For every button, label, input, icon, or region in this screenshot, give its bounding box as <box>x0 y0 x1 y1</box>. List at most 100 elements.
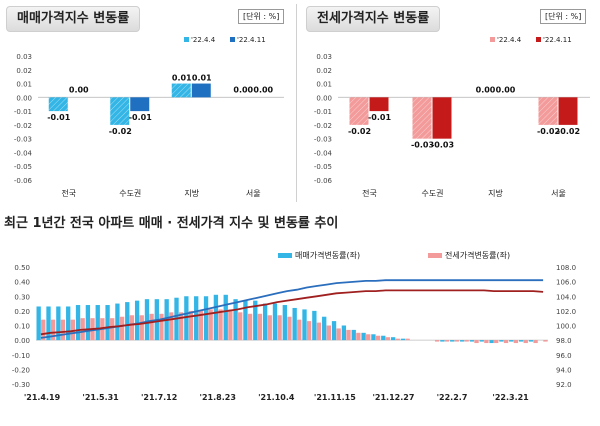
trend-left-tick: -0.30 <box>12 381 30 389</box>
trend-jeonse-bar <box>159 313 164 341</box>
trend-jeonse-bar <box>50 319 56 341</box>
trend-sale-bar <box>371 334 376 341</box>
sale-y-tick: -0.06 <box>14 177 33 185</box>
trend-sale-bar <box>282 305 287 341</box>
sale-category-label: 지방 <box>184 188 199 198</box>
trend-jeonse-bar <box>139 315 144 341</box>
trend-jeonse-bar <box>149 313 154 341</box>
sale-change-chart: 0.03 0.02 0.01 0.00 -0.01 -0.02 -0.03 -0.04 -0.0… <box>14 36 284 198</box>
trend-right-tick: 92.0 <box>556 381 572 389</box>
trend-sale-bar <box>105 305 110 341</box>
jeonse-data-label: -0.03 <box>431 141 454 150</box>
trend-sale-bar <box>341 325 347 341</box>
jeonse-y-tick: 0.00 <box>316 94 332 102</box>
sale-unit-label: [단위 : %] <box>238 9 285 24</box>
trend-panel: 최근 1년간 전국 아파트 매매 · 전세가격 지수 및 변동률 추이 0.50… <box>0 212 600 426</box>
trend-jeonse-index-line <box>40 289 544 336</box>
trend-jeonse-bar <box>356 332 361 341</box>
sale-y-tick: 0.02 <box>16 67 32 75</box>
jeonse-legend-label-2: '22.4.11 <box>543 36 572 44</box>
jeonse-data-label: 0.00 <box>496 85 516 94</box>
trend-jeonse-bar <box>119 316 125 341</box>
trend-sale-bar <box>361 332 366 341</box>
trend-jeonse-bar <box>385 337 391 341</box>
trend-left-tick: 0.40 <box>14 279 30 287</box>
jeonse-data-label: -0.03 <box>411 141 434 150</box>
trend-sale-bar <box>489 340 494 344</box>
jeonse-category-label: 서울 <box>551 189 566 198</box>
jeonse-data-label: 0.00 <box>476 85 496 94</box>
sale-y-tick: 0.01 <box>16 81 32 89</box>
sale-legend-swatch-1 <box>184 37 189 42</box>
trend-jeonse-bar <box>523 340 528 344</box>
trend-jeonse-bar <box>306 321 312 341</box>
jeonse-bar <box>558 97 578 125</box>
trend-jeonse-bar <box>208 309 213 341</box>
jeonse-data-label: -0.02 <box>348 127 371 136</box>
trend-sale-bar <box>312 310 317 341</box>
trend-jeonse-bar <box>60 319 66 341</box>
trend-jeonse-bar <box>434 340 440 342</box>
jeonse-category-label: 수도권 <box>421 188 443 198</box>
trend-jeonse-bar <box>178 312 184 341</box>
trend-jeonse-bar <box>326 325 331 341</box>
sale-y-tick: -0.04 <box>14 149 33 157</box>
trend-jeonse-bar <box>287 316 292 341</box>
trend-jeonse-bar <box>297 319 302 341</box>
sale-y-tick: 0.00 <box>16 94 32 102</box>
trend-sale-bar <box>469 340 475 342</box>
trend-jeonse-bar <box>188 310 194 341</box>
trend-jeonse-bar <box>366 334 371 341</box>
trend-jeonse-bar <box>346 329 351 341</box>
trend-right-tick: 102.0 <box>556 308 576 316</box>
trend-x-tick: '21.7.12 <box>141 393 177 402</box>
trend-left-tick: -0.20 <box>12 366 30 374</box>
trend-jeonse-bar <box>474 340 479 344</box>
sale-data-label: 0.01 <box>192 74 212 83</box>
sale-bar <box>48 97 68 112</box>
sale-data-label: -0.01 <box>129 113 152 122</box>
trend-sale-bar <box>351 329 356 341</box>
jeonse-change-chart: 0.03 0.02 0.01 0.00 -0.01 -0.02 -0.03 -0.04 -0.0… <box>314 36 590 198</box>
sale-data-label: 0.00 <box>233 85 253 94</box>
trend-right-tick: 98.0 <box>556 337 572 345</box>
trend-jeonse-bar <box>464 340 469 342</box>
trend-right-tick: 108.0 <box>556 264 576 272</box>
sale-data-label: 0.00 <box>69 85 89 94</box>
trend-sale-bar <box>66 306 71 341</box>
trend-jeonse-bar <box>316 322 322 341</box>
trend-jeonse-bar <box>169 312 174 341</box>
trend-sale-bar <box>75 305 81 341</box>
trend-sale-bar <box>134 300 140 341</box>
trend-sale-bar <box>253 300 258 341</box>
trend-jeonse-bar <box>129 315 135 341</box>
sale-category-label: 수도권 <box>119 188 141 198</box>
trend-jeonse-bar <box>41 319 46 341</box>
trend-sale-bar <box>125 302 130 341</box>
sale-category-label: 서울 <box>246 189 261 198</box>
jeonse-bar <box>412 97 432 139</box>
trend-legend-label-sale: 매매가격변동률(좌) <box>295 250 360 260</box>
trend-jeonse-bar <box>198 310 203 341</box>
trend-sale-bar <box>381 335 386 341</box>
sale-change-panel: 매매가격지수 변동률 [단위 : %] 0.03 0.02 0.01 0.00 -0.0… <box>0 0 294 202</box>
trend-sale-bar <box>331 321 337 341</box>
trend-legend-swatch-sale <box>278 253 292 258</box>
trend-jeonse-bar <box>444 340 450 342</box>
trend-right-tick: 94.0 <box>556 366 572 374</box>
sale-category-label: 전국 <box>61 188 76 198</box>
trend-left-tick: 0.10 <box>14 323 30 331</box>
jeonse-legend-swatch-2 <box>536 37 541 42</box>
trend-jeonse-bar <box>267 315 272 341</box>
trend-jeonse-bar <box>228 309 233 341</box>
sale-y-tick: -0.03 <box>14 136 32 144</box>
trend-x-tick: '21.12.27 <box>372 393 414 402</box>
jeonse-bar <box>538 97 558 125</box>
jeonse-y-tick: -0.01 <box>314 108 332 116</box>
jeonse-y-tick: 0.02 <box>316 67 332 75</box>
jeonse-panel-title: 전세가격지수 변동률 <box>306 6 441 32</box>
trend-jeonse-bar <box>494 340 499 344</box>
jeonse-category-label: 전국 <box>362 188 377 198</box>
jeonse-y-tick: -0.02 <box>314 122 332 130</box>
sale-y-tick: -0.05 <box>14 163 32 171</box>
